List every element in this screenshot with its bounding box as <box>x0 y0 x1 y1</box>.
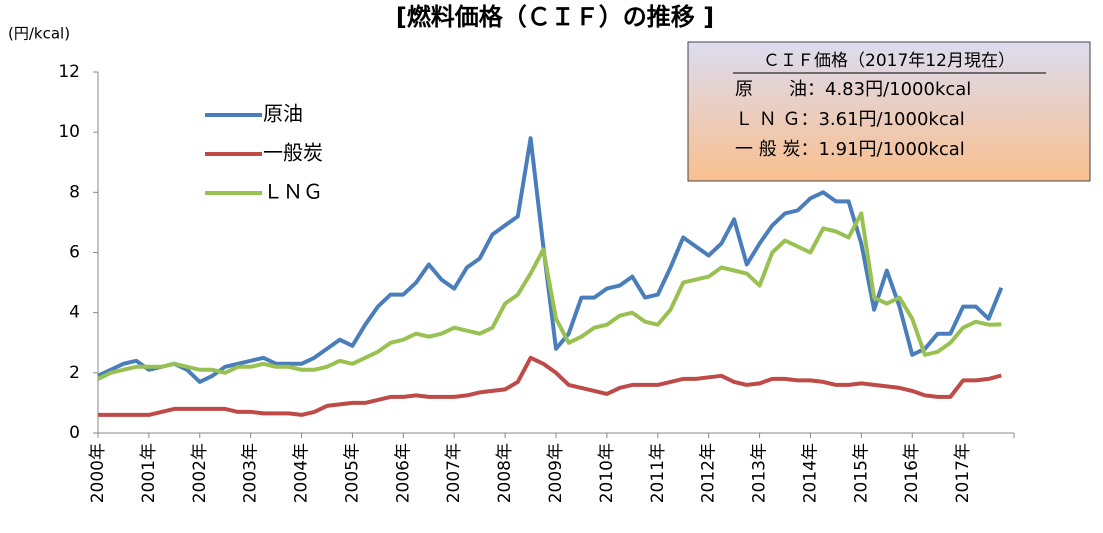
legend-label: 一般炭 <box>263 141 323 165</box>
y-tick-label: 4 <box>69 303 80 323</box>
y-tick-label: 6 <box>69 243 80 263</box>
x-tick-label: 2002年 <box>190 443 210 503</box>
x-tick-label: 2001年 <box>139 443 159 503</box>
x-tick-label: 2011年 <box>648 443 668 503</box>
x-tick-label: 2015年 <box>851 443 871 503</box>
series-line <box>98 355 1002 417</box>
info-line: 一 般 炭：1.91円/1000kcal <box>735 139 965 160</box>
x-tick-label: 2000年 <box>88 443 108 503</box>
y-tick-label: 12 <box>58 62 80 82</box>
x-tick-label: 2012年 <box>699 443 719 503</box>
x-tick-label: 2016年 <box>902 443 922 503</box>
x-tick-label: 2014年 <box>800 443 820 503</box>
y-tick-label: 10 <box>58 122 80 142</box>
chart-title: [燃料価格（ＣＩＦ）の推移 ] <box>396 3 714 31</box>
series-line <box>97 136 1004 384</box>
legend-label: 原油 <box>263 102 303 126</box>
x-tick-label: 2010年 <box>597 443 617 503</box>
info-line: Ｌ Ｎ Ｇ：3.61円/1000kcal <box>735 109 965 130</box>
info-line: 原 油：4.83円/1000kcal <box>735 79 971 100</box>
x-tick-label: 2006年 <box>393 443 413 503</box>
info-box <box>687 41 1091 182</box>
x-tick-label: 2005年 <box>342 443 362 503</box>
x-tick-label: 2008年 <box>495 443 515 503</box>
y-axis-label: (円/kcal) <box>8 25 70 43</box>
x-tick-label: 2009年 <box>546 443 566 503</box>
y-tick-label: 0 <box>69 423 80 443</box>
x-tick-label: 2017年 <box>953 443 973 503</box>
x-tick-label: 2007年 <box>444 443 464 503</box>
x-tick-label: 2013年 <box>750 443 770 503</box>
y-tick-label: 8 <box>69 182 80 202</box>
x-tick-label: 2004年 <box>292 443 312 503</box>
y-tick-label: 2 <box>69 363 80 383</box>
x-tick-label: 2003年 <box>241 443 261 503</box>
legend-label: ＬＮＧ <box>263 180 323 204</box>
series-line <box>97 211 1002 381</box>
info-heading: ＣＩＦ価格（2017年12月現在） <box>763 51 1015 71</box>
